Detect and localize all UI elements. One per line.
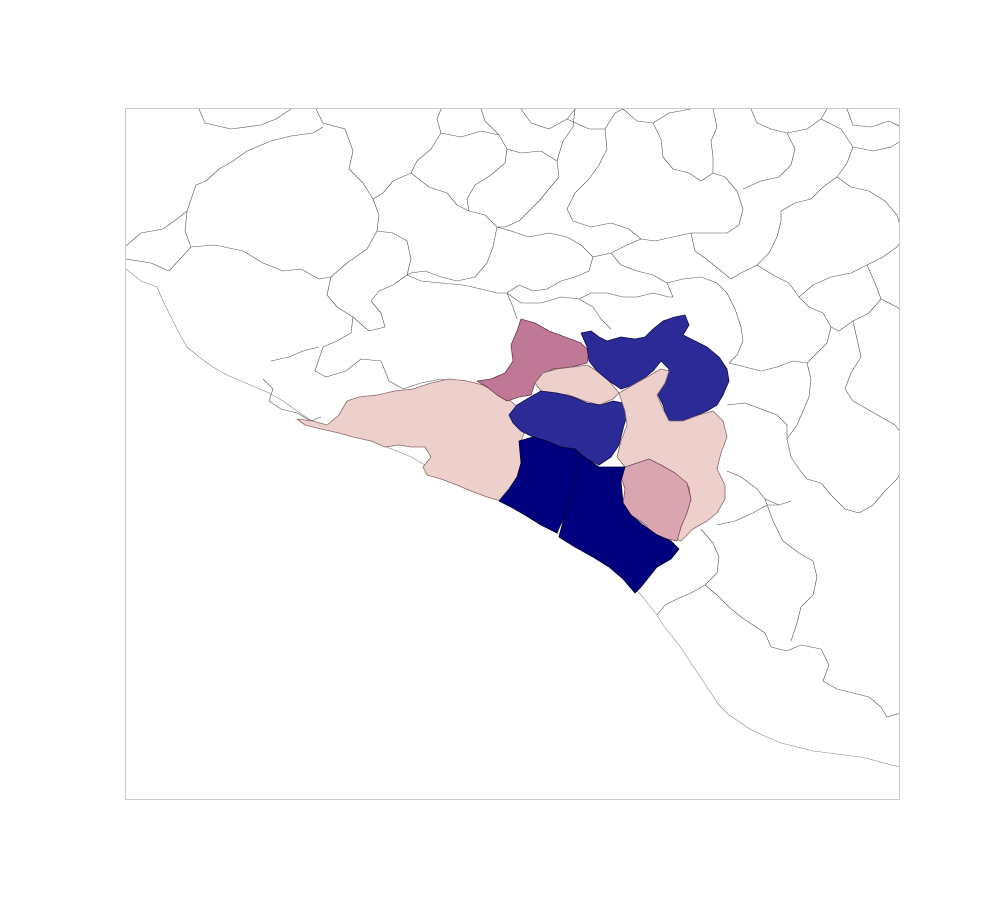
region-coastal-west[interactable] <box>296 378 528 502</box>
border-line <box>780 109 854 212</box>
choropleth-map <box>126 109 899 767</box>
border-line <box>654 211 782 280</box>
background-borders <box>126 109 899 718</box>
border-line <box>742 109 796 190</box>
border-line <box>496 226 594 294</box>
border-line <box>756 264 832 354</box>
border-line <box>836 176 899 224</box>
border-line <box>786 438 899 514</box>
border-line <box>566 128 656 242</box>
border-line <box>556 109 624 162</box>
border-line <box>710 109 744 234</box>
border-line <box>126 126 324 247</box>
border-line <box>726 402 792 506</box>
border-line <box>406 172 498 282</box>
border-line <box>622 109 714 182</box>
border-line <box>798 243 899 298</box>
border-line <box>184 210 332 280</box>
border-line <box>198 109 292 130</box>
border-line <box>520 109 576 130</box>
border-line <box>844 320 899 431</box>
border-line <box>846 109 899 152</box>
border-line <box>315 109 442 200</box>
border-line <box>666 276 744 364</box>
border-line <box>262 346 322 422</box>
highlighted-regions <box>296 314 730 594</box>
border-line <box>506 292 612 330</box>
border-line <box>440 130 508 212</box>
border-line <box>716 498 818 642</box>
region-coastal-navy-west[interactable] <box>498 436 582 534</box>
region-southeast-rose[interactable] <box>620 458 692 542</box>
border-line <box>352 230 412 332</box>
border-line <box>704 584 899 718</box>
border-line <box>578 292 673 300</box>
border-line <box>314 198 462 390</box>
border-line <box>592 238 674 298</box>
map-frame <box>125 108 900 800</box>
region-coastal-navy-east[interactable] <box>558 448 680 594</box>
border-line <box>728 352 818 440</box>
border-line <box>480 109 560 228</box>
border-line <box>406 274 518 320</box>
border-line <box>126 246 192 272</box>
